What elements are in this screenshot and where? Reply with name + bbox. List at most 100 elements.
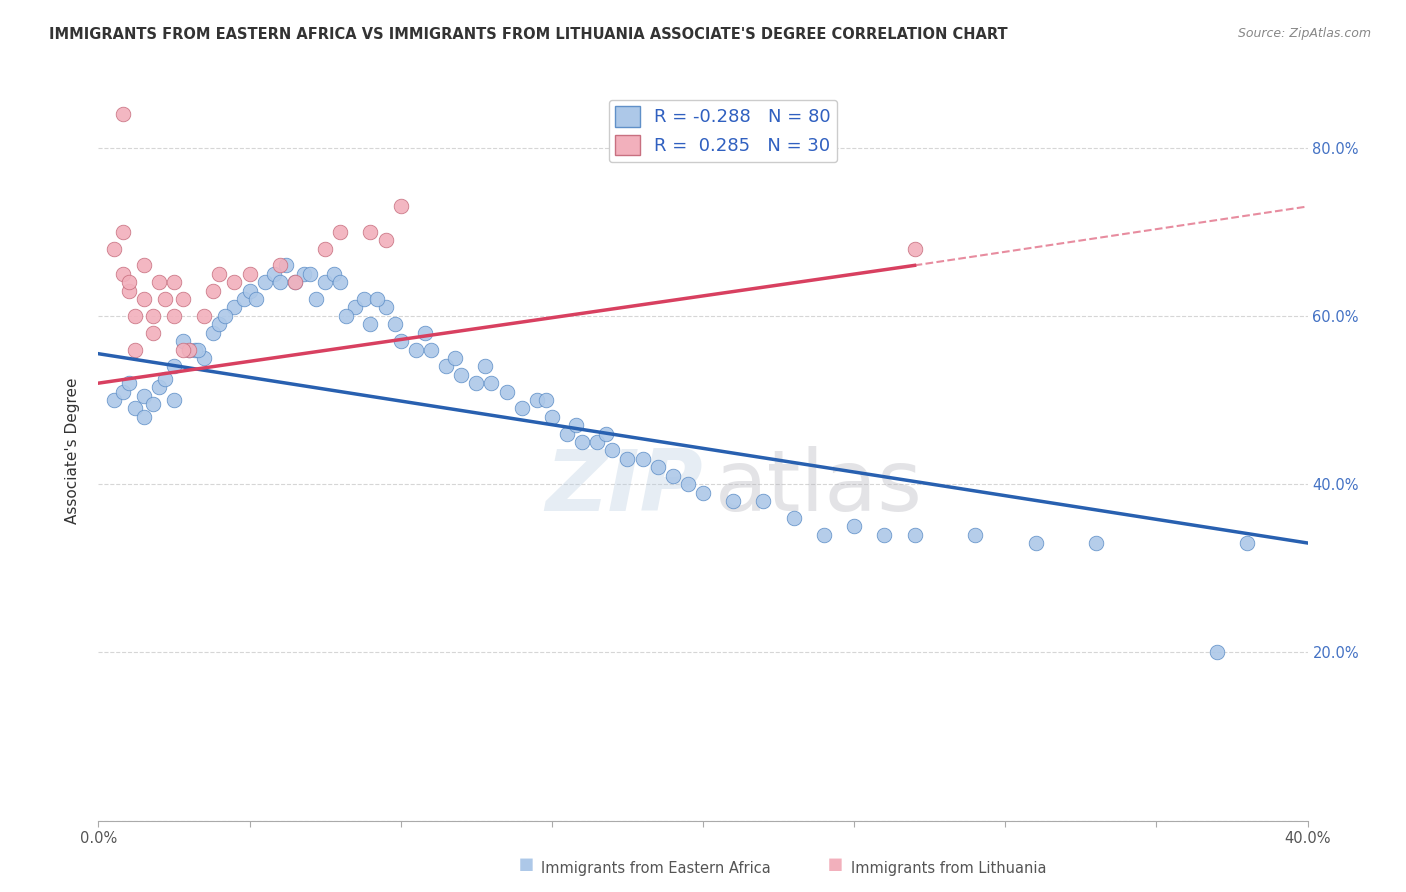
- Point: [193, 309, 215, 323]
- Point: [384, 318, 406, 332]
- Text: ZIP: ZIP: [546, 446, 703, 529]
- Point: [374, 233, 396, 247]
- Point: [904, 527, 927, 541]
- Point: [163, 392, 186, 407]
- Point: [366, 292, 388, 306]
- Point: [269, 275, 291, 289]
- Point: [434, 359, 457, 374]
- Point: [723, 494, 745, 508]
- Point: [1024, 536, 1046, 550]
- Point: [314, 242, 336, 256]
- Legend: R = -0.288   N = 80, R =  0.285   N = 30: R = -0.288 N = 80, R = 0.285 N = 30: [609, 100, 837, 162]
- Y-axis label: Associate's Degree: Associate's Degree: [65, 377, 80, 524]
- Point: [163, 275, 186, 289]
- Point: [124, 401, 146, 416]
- Point: [534, 392, 557, 407]
- Point: [208, 267, 231, 281]
- Point: [179, 343, 201, 357]
- Point: [813, 527, 835, 541]
- Point: [269, 258, 291, 272]
- Point: [292, 267, 315, 281]
- Point: [124, 343, 146, 357]
- Text: Source: ZipAtlas.com: Source: ZipAtlas.com: [1237, 27, 1371, 40]
- Point: [353, 292, 375, 306]
- Point: [389, 334, 412, 348]
- Text: Immigrants from Lithuania: Immigrants from Lithuania: [851, 861, 1046, 876]
- Point: [239, 267, 262, 281]
- Point: [540, 409, 562, 424]
- Point: [118, 284, 141, 298]
- Point: [214, 309, 236, 323]
- Point: [153, 292, 176, 306]
- Point: [187, 343, 209, 357]
- Point: [444, 351, 467, 365]
- Point: [111, 384, 134, 399]
- Point: [163, 309, 186, 323]
- Point: [571, 435, 593, 450]
- Point: [565, 418, 588, 433]
- Point: [752, 494, 775, 508]
- Point: [413, 326, 436, 340]
- Point: [172, 343, 194, 357]
- Point: [202, 326, 225, 340]
- Point: [179, 343, 201, 357]
- Point: [1085, 536, 1108, 550]
- Point: [142, 326, 165, 340]
- Point: [118, 275, 141, 289]
- Point: [202, 284, 225, 298]
- Point: [314, 275, 336, 289]
- Point: [495, 384, 517, 399]
- Point: [132, 409, 155, 424]
- Point: [344, 301, 367, 315]
- Text: ▪: ▪: [827, 852, 844, 876]
- Point: [132, 389, 155, 403]
- Point: [253, 275, 276, 289]
- Point: [661, 468, 683, 483]
- Point: [555, 426, 578, 441]
- Point: [274, 258, 297, 272]
- Point: [263, 267, 285, 281]
- Point: [389, 199, 412, 213]
- Point: [1206, 645, 1229, 659]
- Point: [335, 309, 357, 323]
- Point: [103, 242, 125, 256]
- Point: [616, 451, 638, 466]
- Point: [208, 318, 231, 332]
- Point: [329, 275, 352, 289]
- Point: [783, 510, 806, 524]
- Point: [118, 376, 141, 391]
- Point: [132, 292, 155, 306]
- Point: [239, 284, 262, 298]
- Point: [323, 267, 346, 281]
- Point: [153, 372, 176, 386]
- Point: [904, 242, 927, 256]
- Point: [420, 343, 443, 357]
- Point: [595, 426, 617, 441]
- Text: IMMIGRANTS FROM EASTERN AFRICA VS IMMIGRANTS FROM LITHUANIA ASSOCIATE'S DEGREE C: IMMIGRANTS FROM EASTERN AFRICA VS IMMIGR…: [49, 27, 1008, 42]
- Point: [284, 275, 307, 289]
- Point: [148, 380, 170, 394]
- Point: [374, 301, 396, 315]
- Point: [465, 376, 488, 391]
- Point: [111, 225, 134, 239]
- Point: [1236, 536, 1258, 550]
- Point: [360, 225, 382, 239]
- Point: [647, 460, 669, 475]
- Point: [965, 527, 987, 541]
- Point: [329, 225, 352, 239]
- Point: [481, 376, 503, 391]
- Point: [124, 309, 146, 323]
- Point: [184, 343, 207, 357]
- Point: [148, 275, 170, 289]
- Point: [111, 107, 134, 121]
- Point: [873, 527, 896, 541]
- Point: [172, 292, 194, 306]
- Point: [163, 359, 186, 374]
- Point: [224, 275, 246, 289]
- Point: [844, 519, 866, 533]
- Point: [111, 267, 134, 281]
- Point: [132, 258, 155, 272]
- Point: [510, 401, 533, 416]
- Point: [526, 392, 548, 407]
- Point: [284, 275, 307, 289]
